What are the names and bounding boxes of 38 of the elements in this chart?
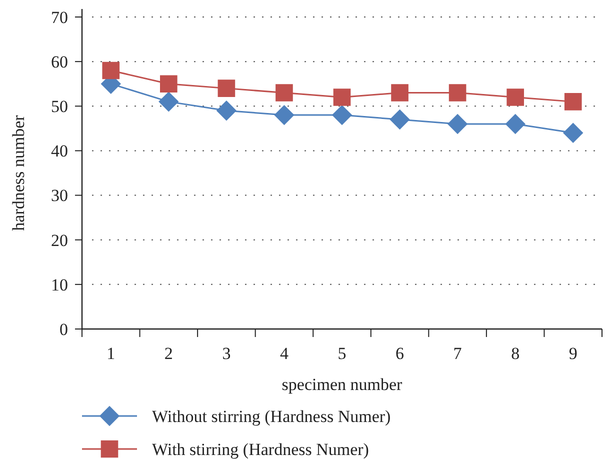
y-tick-label: 70: [51, 8, 68, 27]
point: [391, 84, 408, 102]
point: [390, 109, 410, 130]
x-tick-label: 5: [338, 344, 346, 363]
x-tick-label: 6: [396, 344, 404, 363]
y-tick-label: 10: [51, 275, 68, 294]
point: [216, 100, 237, 121]
y-tick-label: 50: [51, 97, 68, 116]
point: [505, 114, 526, 134]
point: [102, 62, 120, 80]
x-tick-label: 4: [280, 344, 289, 363]
x-tick-label: 8: [511, 344, 520, 363]
x-tick-label: 3: [222, 344, 231, 363]
x-axis-title: specimen number: [282, 375, 403, 394]
point: [218, 80, 236, 97]
point: [448, 84, 466, 102]
y-tick-label: 60: [51, 52, 68, 72]
x-tick-label: 9: [568, 344, 578, 363]
point: [332, 104, 352, 126]
y-tick-label: 30: [51, 186, 68, 206]
x-tick-label: 2: [164, 344, 173, 363]
point: [160, 75, 178, 93]
point: [563, 122, 584, 143]
y-tick-label: 20: [51, 230, 68, 250]
x-tick-label: 1: [106, 344, 116, 363]
point: [158, 92, 179, 112]
point: [274, 104, 294, 126]
y-tick-label: 40: [51, 142, 68, 161]
legend-label: Without stirring (Hardness Numer): [152, 406, 391, 426]
y-axis-title: hardness number: [9, 114, 28, 231]
point: [564, 93, 582, 110]
y-tick-label: 0: [60, 320, 68, 339]
x-tick-label: 7: [453, 344, 462, 363]
point: [506, 88, 524, 106]
point: [447, 114, 468, 134]
legend-label: With stirring (Hardness Numer): [152, 440, 369, 459]
point: [276, 84, 293, 102]
point: [333, 88, 351, 106]
